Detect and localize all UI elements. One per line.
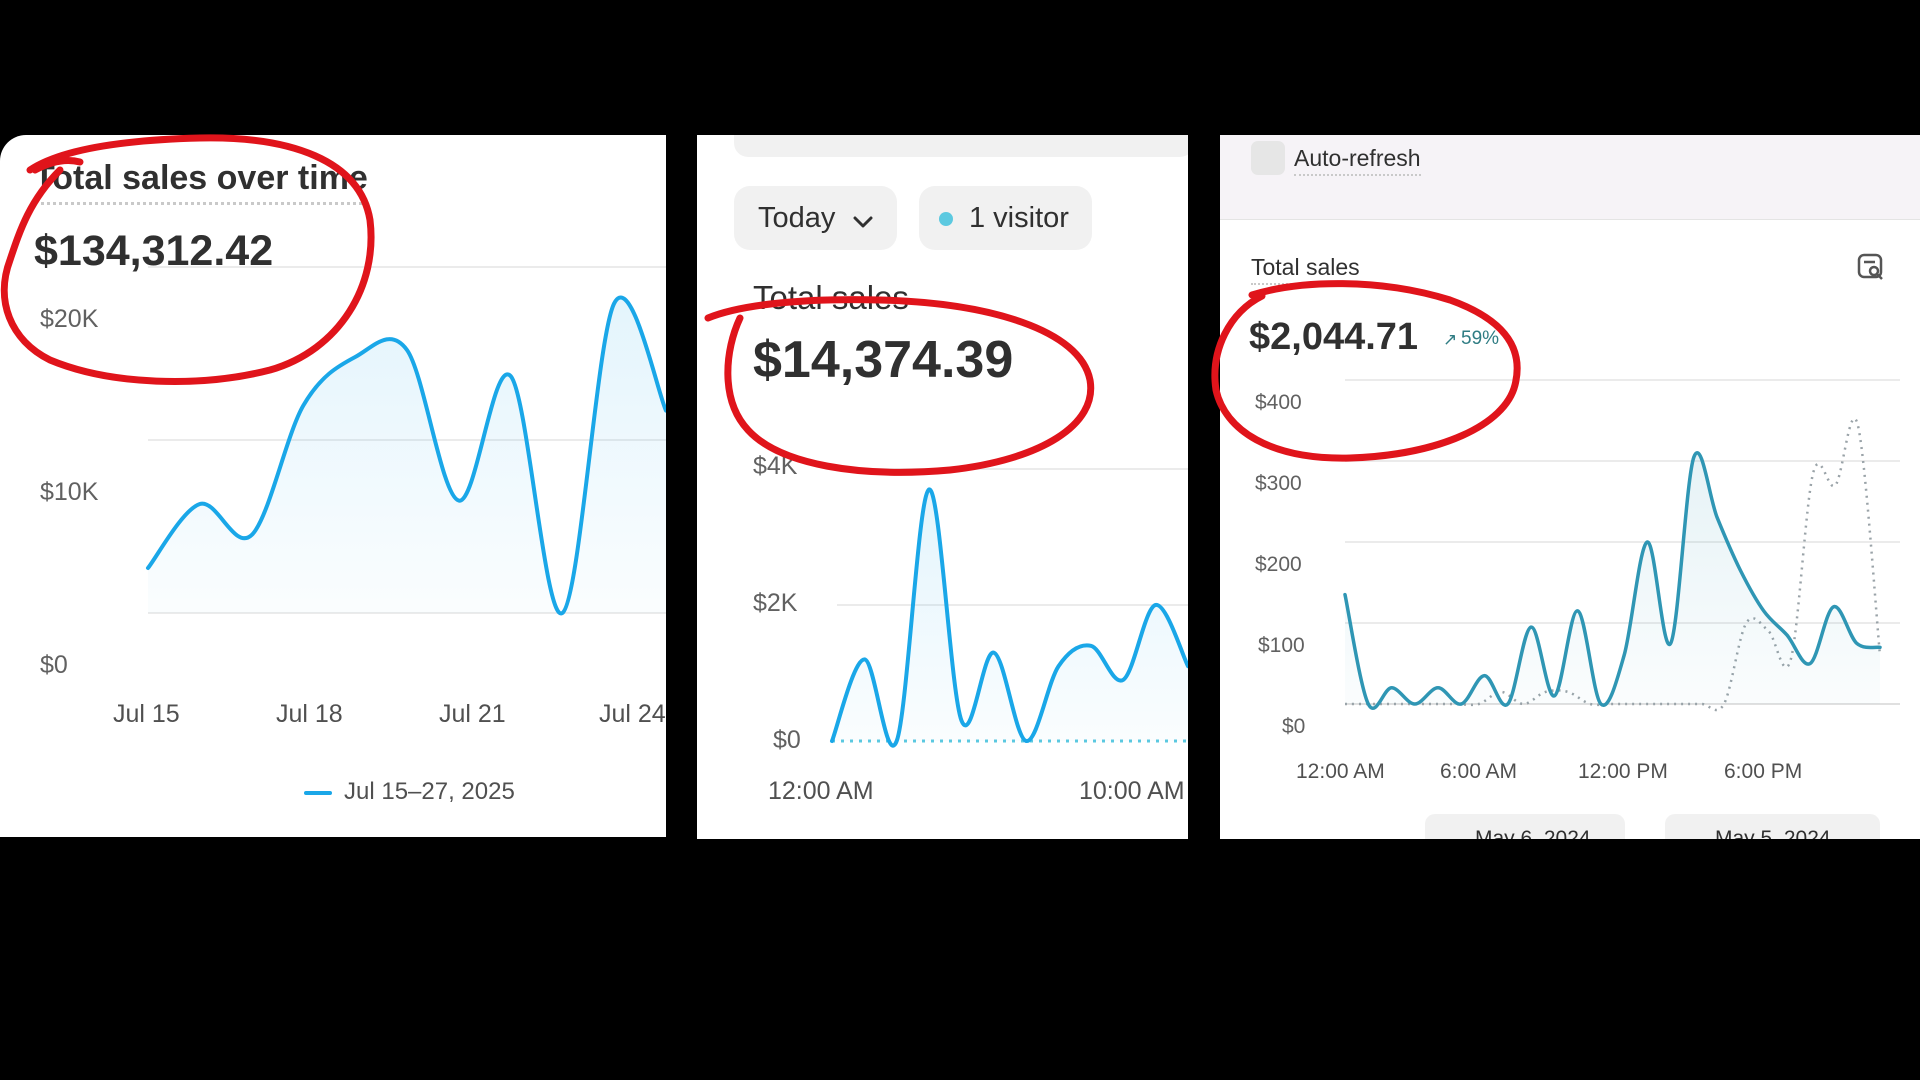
date-filter-dropdown[interactable]: Today — [734, 186, 897, 250]
y-tick: $0 — [1282, 715, 1306, 738]
x-tick: 6:00 AM — [1440, 760, 1518, 783]
legend-current-period[interactable]: May 6, 2024 — [1425, 814, 1625, 839]
live-dot-icon — [939, 212, 953, 227]
total-sales-card: Total sales $2,044.71 ↗ 59% $400 $300 $2… — [1220, 219, 1920, 839]
x-tick: Jul 21 — [439, 700, 506, 728]
y-tick: $200 — [1255, 553, 1302, 576]
date-filter-label: Today — [758, 202, 836, 234]
sales-comparison-chart — [1343, 379, 1900, 836]
chevron-down-icon — [853, 187, 873, 251]
series-line — [830, 487, 1188, 748]
sales-line-chart — [830, 468, 1188, 748]
legend-label: May 5, 2024 — [1715, 827, 1831, 839]
current-period-line — [1343, 451, 1882, 710]
x-tick: 12:00 AM — [768, 777, 874, 805]
series-area — [148, 297, 666, 614]
today-sales-panel: Today 1 visitor Total sales $14,374.39 $… — [697, 135, 1188, 839]
auto-refresh-checkbox[interactable] — [1251, 141, 1285, 175]
sales-over-time-panel: Total sales over time $134,312.42 $20K $… — [0, 135, 666, 837]
visitors-label: 1 visitor — [969, 202, 1069, 234]
y-tick: $10K — [40, 478, 99, 506]
chart-legend[interactable]: Jul 15–27, 2025 — [304, 778, 515, 806]
x-tick: Jul 15 — [113, 700, 180, 728]
visitors-badge[interactable]: 1 visitor — [919, 186, 1092, 250]
series-area — [832, 489, 1188, 746]
x-tick: Jul 24 — [599, 700, 666, 728]
x-tick: Jul 18 — [276, 700, 343, 728]
x-tick: 12:00 AM — [1296, 760, 1385, 783]
legend-swatch — [304, 790, 332, 795]
auto-refresh-label[interactable]: Auto-refresh — [1294, 145, 1421, 176]
y-tick: $100 — [1258, 634, 1305, 657]
legend-previous-period[interactable]: May 5, 2024 — [1665, 814, 1880, 839]
search-bar[interactable] — [734, 135, 1188, 157]
x-tick: 6:00 PM — [1724, 760, 1803, 783]
sales-line-chart — [146, 266, 666, 616]
series-line — [146, 295, 666, 616]
live-sales-panel: Auto-refresh Total sales $2,044.71 ↗ 59%… — [1220, 135, 1920, 839]
y-tick: $0 — [40, 651, 68, 679]
x-tick: 10:00 AM — [1079, 777, 1185, 805]
legend-label: Jul 15–27, 2025 — [344, 778, 515, 805]
chart-search-icon[interactable] — [1856, 252, 1886, 287]
y-tick: $300 — [1255, 472, 1302, 495]
y-tick: $2K — [753, 589, 798, 617]
x-tick: 12:00 PM — [1578, 760, 1668, 783]
y-tick: $0 — [773, 726, 801, 754]
series-area — [1345, 452, 1880, 709]
legend-label: May 6, 2024 — [1475, 827, 1591, 839]
